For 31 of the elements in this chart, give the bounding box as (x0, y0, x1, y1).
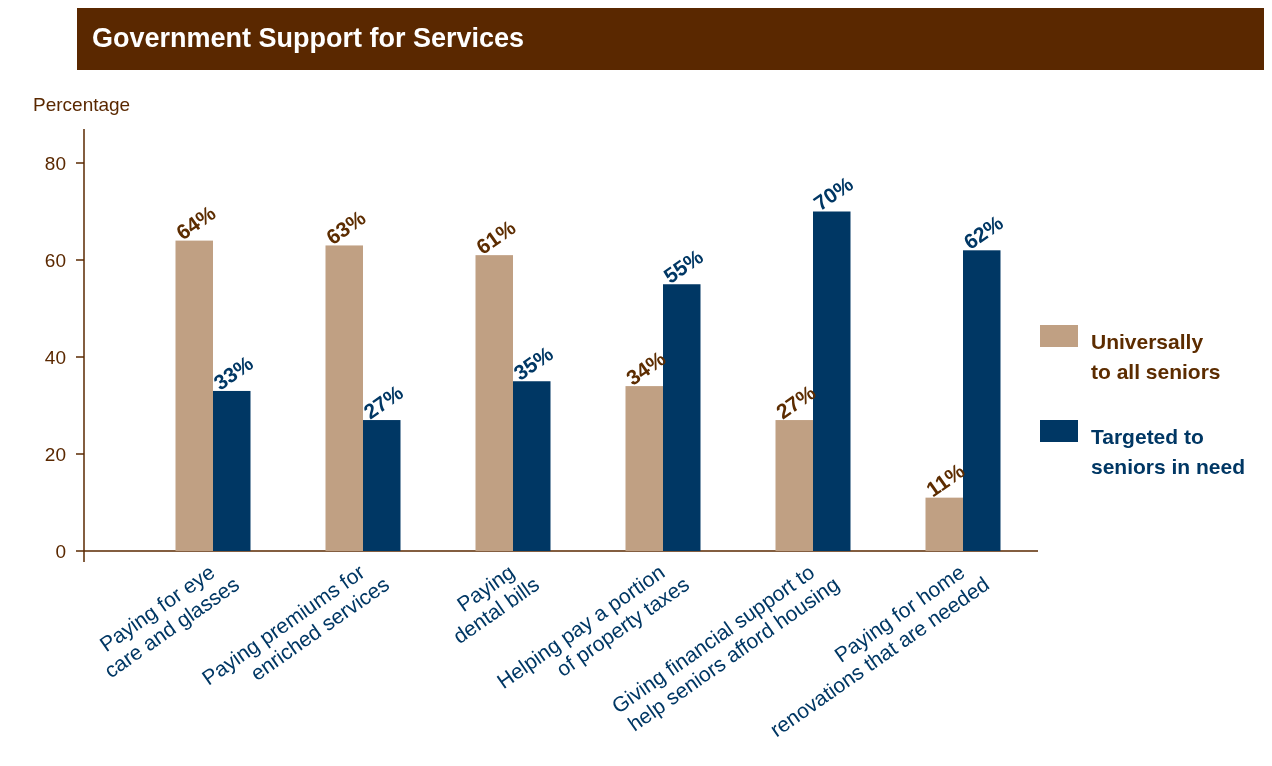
data-label: 63% (321, 205, 370, 249)
y-tick-label: 80 (44, 152, 66, 174)
legend-label: Targeted to seniors in need (1091, 425, 1246, 478)
bar (475, 255, 513, 551)
bar (325, 245, 363, 551)
bar (363, 420, 401, 551)
data-label: 11% (921, 458, 969, 501)
data-label: 33% (209, 351, 258, 395)
bar (963, 250, 1001, 551)
y-tick-label: 0 (55, 540, 66, 562)
bar (925, 497, 963, 551)
bar (625, 386, 663, 551)
y-axis-title: Percentage (33, 94, 131, 115)
legend-label: Universally to all seniors (1091, 330, 1221, 383)
bar (175, 240, 213, 551)
data-label: 70% (809, 171, 858, 215)
data-label: 64% (171, 200, 220, 244)
y-tick-label: 40 (44, 346, 66, 368)
chart-title: Government Support for Services (92, 23, 525, 53)
y-tick-label: 20 (44, 443, 66, 465)
data-label: 27% (771, 380, 820, 424)
bar (213, 390, 251, 551)
data-label: 61% (471, 215, 520, 259)
data-label: 35% (509, 341, 558, 385)
data-label: 55% (659, 244, 708, 288)
y-tick-label: 60 (44, 249, 66, 271)
bar (775, 420, 813, 551)
data-label: 27% (359, 380, 408, 424)
data-label: 62% (959, 210, 1008, 254)
bar (513, 381, 551, 551)
data-label: 34% (621, 346, 670, 390)
